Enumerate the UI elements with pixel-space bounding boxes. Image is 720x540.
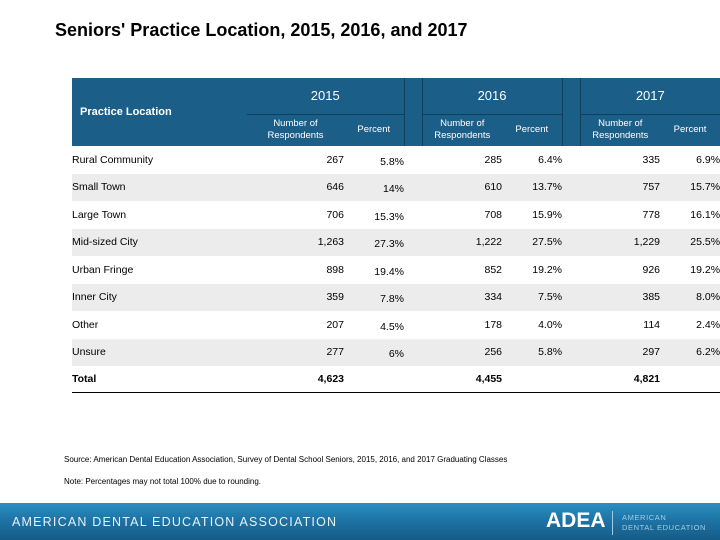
table-row: Large Town 706 15.3% 708 15.9% 778 16.1% [72, 201, 720, 229]
footer-org-name: AMERICAN DENTAL EDUCATION ASSOCIATION [12, 515, 338, 529]
percent-2015: 14% [383, 183, 405, 196]
respondents-2016: 610 [484, 181, 503, 194]
percent-header-2017: Percent [660, 114, 720, 146]
practice-location-table: Practice Location 2015 2016 2017 Number … [72, 78, 720, 393]
percent-2015: 5.8% [380, 155, 405, 168]
header-separator [403, 114, 423, 146]
percent-2015: 7.8% [380, 293, 405, 306]
respondents-2016: 334 [484, 291, 503, 304]
percent-2016: 19.2% [532, 263, 563, 276]
location-label: Other [72, 318, 99, 331]
percent-2017: 19.2% [690, 263, 720, 276]
respondents-2015: 267 [326, 153, 344, 166]
source-note: Source: American Dental Education Associ… [64, 455, 508, 464]
percent-2017: 6.2% [696, 346, 720, 359]
header-separator [403, 78, 423, 114]
respondents-2015: 1,263 [317, 236, 344, 249]
total-2017: 4,821 [633, 373, 661, 385]
percent-header-2016: Percent [502, 114, 563, 146]
table-row: Unsure 277 6% 256 5.8% 297 6.2% [72, 338, 720, 366]
total-label: Total [72, 373, 97, 385]
respondents-2017: 297 [642, 346, 661, 359]
logo-subtitle-line2: DENTAL EDUCATION [622, 523, 707, 532]
total-2016: 4,455 [475, 373, 503, 385]
respondents-header-2017: Number of Respondents [580, 114, 661, 146]
location-label: Mid-sized City [72, 236, 138, 249]
percent-2016: 13.7% [532, 181, 563, 194]
location-label: Unsure [72, 346, 106, 359]
respondents-header-2016: Number of Respondents [422, 114, 503, 146]
adea-logo: ADEA [546, 509, 606, 532]
percent-2017: 2.4% [696, 318, 720, 331]
year-header-2017: 2017 [580, 78, 720, 115]
table-row: Other 207 4.5% 178 4.0% 114 2.4% [72, 311, 720, 339]
respondents-2016: 708 [484, 208, 503, 221]
respondents-2017: 335 [642, 153, 661, 166]
respondents-2016: 178 [484, 318, 503, 331]
respondents-2015: 359 [326, 291, 344, 304]
respondents-2015: 706 [326, 208, 344, 221]
respondents-2015: 646 [326, 181, 344, 194]
respondents-header-2015: Number of Respondents [247, 114, 344, 146]
table-row: Small Town 646 14% 610 13.7% 757 15.7% [72, 173, 720, 201]
respondents-2016: 852 [484, 263, 503, 276]
percent-2015: 6% [388, 348, 405, 361]
logo-divider [612, 511, 613, 535]
respondents-2016: 285 [484, 153, 503, 166]
percent-2016: 7.5% [538, 291, 563, 304]
header-separator [561, 78, 581, 114]
percent-2016: 4.0% [538, 318, 563, 331]
percent-2015: 15.3% [374, 210, 405, 223]
respondents-2015: 207 [326, 318, 344, 331]
respondents-2017: 778 [642, 208, 661, 221]
percent-header-2015: Percent [344, 114, 405, 146]
respondents-2017: 757 [642, 181, 661, 194]
percent-2016: 6.4% [538, 153, 563, 166]
practice-location-header: Practice Location [72, 78, 247, 146]
percent-2016: 15.9% [532, 208, 563, 221]
percent-2017: 15.7% [690, 181, 720, 194]
respondents-2015: 898 [326, 263, 344, 276]
table-row: Rural Community 267 5.8% 285 6.4% 335 6.… [72, 146, 720, 174]
location-label: Large Town [72, 208, 127, 221]
respondents-2017: 114 [643, 318, 661, 331]
table-row: Inner City 359 7.8% 334 7.5% 385 8.0% [72, 283, 720, 311]
location-label: Urban Fringe [72, 263, 134, 276]
respondents-2017: 926 [642, 263, 661, 276]
percent-2016: 5.8% [538, 346, 563, 359]
percent-2017: 8.0% [696, 291, 720, 304]
rounding-note: Note: Percentages may not total 100% due… [64, 477, 262, 486]
respondents-2015: 277 [326, 346, 344, 359]
respondents-2017: 1,229 [633, 236, 661, 249]
location-label: Rural Community [72, 153, 154, 166]
percent-2017: 6.9% [696, 153, 720, 166]
percent-2016: 27.5% [532, 236, 563, 249]
respondents-2016: 1,222 [475, 236, 503, 249]
table-row: Mid-sized City 1,263 27.3% 1,222 27.5% 1… [72, 228, 720, 256]
footer-bar: AMERICAN DENTAL EDUCATION ASSOCIATION AD… [0, 503, 720, 540]
respondents-2017: 385 [642, 291, 661, 304]
percent-2015: 19.4% [374, 265, 405, 278]
location-label: Inner City [72, 291, 117, 304]
table-row: Urban Fringe 898 19.4% 852 19.2% 926 19.… [72, 256, 720, 284]
location-label: Small Town [72, 181, 126, 194]
total-row: Total 4,623 4,455 4,821 [72, 366, 720, 392]
percent-2017: 16.1% [690, 208, 720, 221]
year-header-2016: 2016 [422, 78, 563, 115]
respondents-2016: 256 [484, 346, 503, 359]
percent-2015: 4.5% [380, 320, 405, 333]
percent-2015: 27.3% [374, 238, 405, 251]
page-title: Seniors' Practice Location, 2015, 2016, … [55, 20, 468, 40]
percent-2017: 25.5% [690, 236, 720, 249]
total-2015: 4,623 [317, 373, 344, 385]
logo-subtitle-line1: AMERICAN [622, 513, 667, 522]
year-header-2015: 2015 [247, 78, 405, 115]
header-separator [561, 114, 581, 146]
